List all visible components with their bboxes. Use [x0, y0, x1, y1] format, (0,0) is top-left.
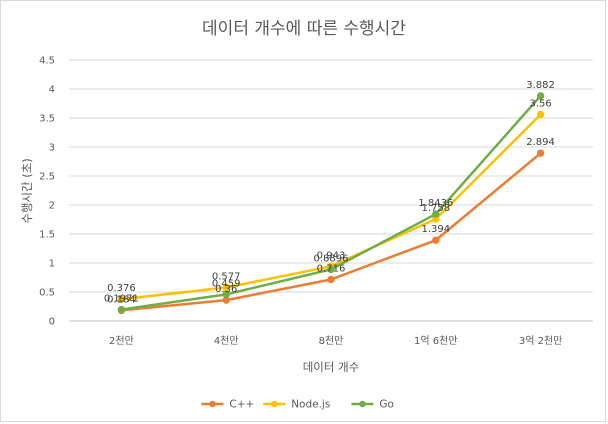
- data-label: 3.882: [526, 80, 555, 91]
- legend: C++ Node.js Go: [201, 399, 394, 411]
- x-axis-ticks: 2천만 4천만 8천만 1억 6천만 3억 2천만: [109, 335, 562, 347]
- y-tick-label: 2: [49, 201, 55, 212]
- x-tick-label: 2천만: [109, 335, 134, 347]
- x-tick-label: 8천만: [319, 335, 344, 347]
- data-label: 0.184: [107, 294, 136, 305]
- x-tick-label: 4천만: [214, 335, 239, 347]
- data-label: 0.1971: [104, 294, 139, 305]
- data-point: [222, 290, 230, 299]
- data-label: 0.36: [215, 284, 237, 295]
- data-labels: 0.184 0.36 0.716 1.394 2.894 0.376 0.577 0.943 1…: [104, 80, 555, 305]
- legend-item: C++: [201, 399, 254, 411]
- data-label: 0.716: [317, 263, 346, 274]
- legend-marker: [271, 400, 278, 408]
- data-label: 0.376: [107, 283, 136, 294]
- data-label: 0.8896: [314, 253, 349, 264]
- data-point: [117, 295, 126, 303]
- legend-marker: [359, 400, 366, 408]
- y-tick-label: 4.5: [39, 56, 55, 67]
- y-axis-title: 수행시간 (초): [20, 158, 34, 224]
- y-tick-label: 1.5: [39, 230, 55, 241]
- y-tick-label: 2.5: [39, 172, 55, 183]
- legend-label: Go: [379, 399, 394, 411]
- y-tick-label: 1: [49, 259, 55, 270]
- data-point: [327, 265, 335, 274]
- legend-item: Node.js: [263, 399, 330, 411]
- legend-item: Go: [351, 399, 394, 411]
- chart-title: 데이터 개수에 따른 수행시간: [202, 19, 406, 39]
- legend-label: Node.js: [291, 399, 330, 411]
- data-point: [536, 149, 545, 157]
- y-axis-ticks: 0 0.5 1 1.5 2 2.5 3 3.5 4 4.5: [39, 56, 55, 328]
- series-lines: [117, 92, 545, 315]
- y-tick-label: 3: [49, 143, 55, 154]
- data-label: 0.577: [212, 272, 241, 283]
- data-point: [432, 236, 440, 244]
- x-axis-title: 데이터 개수: [303, 360, 360, 374]
- y-tick-label: 0.5: [39, 288, 55, 299]
- data-point: [432, 210, 440, 218]
- data-label: 2.894: [526, 137, 555, 148]
- data-label: 1.758: [421, 203, 450, 214]
- data-point: [327, 275, 335, 284]
- data-label: 0.943: [317, 250, 346, 261]
- legend-marker: [209, 400, 216, 408]
- data-point: [536, 92, 545, 100]
- y-tick-label: 4: [49, 85, 55, 96]
- data-label: 1.394: [421, 224, 450, 235]
- data-label: 3.56: [529, 99, 551, 110]
- legend-label: C++: [229, 399, 254, 411]
- data-label: 0.459: [212, 278, 241, 289]
- y-tick-label: 0: [49, 317, 55, 328]
- y-tick-label: 3.5: [39, 114, 55, 125]
- x-tick-label: 1억 6천만: [414, 335, 458, 347]
- gridlines: [69, 59, 593, 322]
- data-point: [117, 305, 126, 314]
- data-point: [536, 110, 545, 119]
- data-label: 1.8436: [418, 198, 453, 209]
- x-tick-label: 3억 2천만: [519, 335, 563, 347]
